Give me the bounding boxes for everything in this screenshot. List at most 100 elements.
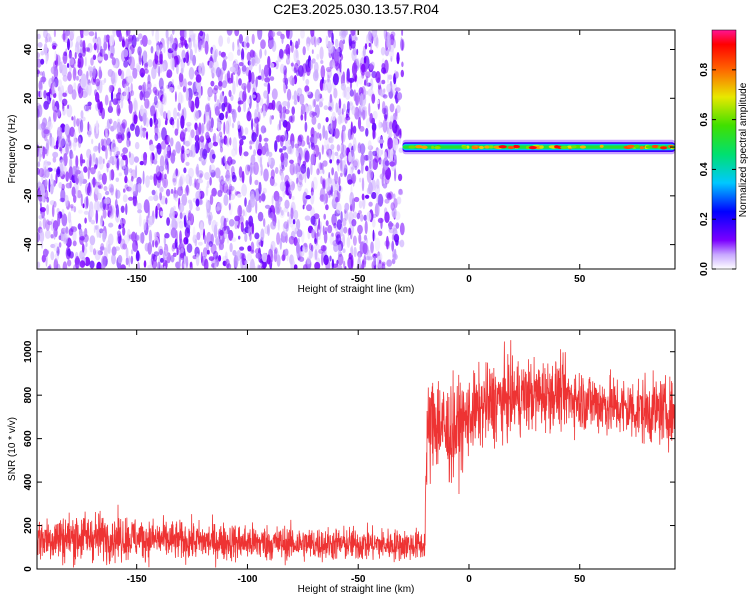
spectrogram-cell [39, 228, 43, 236]
spectrogram-cell [65, 171, 69, 182]
spectrogram-cell [254, 109, 257, 119]
spectrogram-cell [434, 146, 441, 150]
spectrogram-cell [148, 215, 155, 226]
spectrogram-cell [226, 36, 231, 44]
spectrogram-cell [136, 64, 141, 72]
spectrogram-cell [143, 260, 147, 268]
spectrogram-cell [309, 59, 314, 70]
spectrogram-cell [249, 174, 252, 185]
spectrogram-cell [254, 179, 259, 186]
spectrogram-cell [92, 248, 97, 256]
spectrogram-cell [384, 160, 390, 166]
spectrogram-cell [275, 60, 279, 70]
spectrogram-cell [249, 140, 253, 145]
spectrogram-cell [539, 145, 544, 149]
spectrogram-cell [45, 219, 50, 231]
spectrogram-cell [62, 261, 68, 269]
spectrogram-cell [116, 230, 121, 237]
spectrogram-cell [389, 148, 394, 161]
spectrogram-cell [283, 221, 289, 230]
spectrogram-cell [225, 120, 230, 135]
spectrogram-cell [343, 226, 348, 234]
spectrogram-cell [123, 164, 126, 170]
spectrogram-cell [297, 238, 300, 244]
spectrogram-cell [228, 203, 231, 211]
spectrogram-cell [187, 199, 193, 204]
spectrogram-cell [211, 72, 215, 79]
spectrogram-cell [297, 38, 301, 46]
spectrogram-cell [89, 104, 92, 111]
spectrogram-cell [185, 255, 189, 269]
spectrogram-cell [223, 194, 229, 206]
spectrogram-cell [295, 49, 299, 59]
spectrogram-cell [205, 111, 210, 123]
spectrogram-cell [295, 150, 299, 158]
spectrogram-cell [176, 247, 179, 256]
spectrogram-cell [237, 105, 242, 113]
spectrogram-cell [139, 232, 145, 244]
spectrogram-cell [342, 234, 345, 247]
spectrogram-panel: -150 -100 -50 0 50 -40 -20 0 20 40 Height of str… [7, 29, 676, 295]
spectrogram-cell [387, 137, 394, 150]
spectrogram-cell [571, 145, 577, 149]
spectrogram-cell [152, 253, 156, 260]
spectrogram-cell [293, 99, 298, 106]
spectrogram-cell [147, 264, 154, 269]
spectrogram-cell [111, 57, 116, 66]
spectrogram-cell [176, 112, 180, 117]
spectrogram-cell [122, 227, 126, 236]
spectrogram-cell [193, 109, 199, 121]
spectrogram-cell [62, 51, 68, 65]
spectrogram-cell [132, 191, 137, 196]
spectrogram-cell [369, 170, 374, 180]
spectrogram-cell [109, 34, 115, 48]
spectrogram-cell [52, 41, 57, 47]
spectrogram-cell [263, 137, 269, 142]
spectrogram-cell [362, 242, 368, 255]
spectrogram-cell [39, 71, 44, 76]
spectrogram-cell [270, 76, 275, 81]
spectrogram-cell [223, 230, 228, 239]
spectrogram-cell [296, 242, 300, 254]
spectrogram-cell [182, 86, 187, 93]
spectrogram-cell [58, 235, 62, 240]
spectrogram-cell [42, 117, 48, 128]
spectrogram-cell [285, 85, 288, 90]
spectrogram-cell [241, 170, 245, 184]
spectrogram-cell [169, 37, 176, 51]
spectrogram-cell [183, 255, 187, 269]
spectrogram-cell [195, 253, 200, 267]
spectrogram-cell [50, 243, 56, 249]
spectrogram-cell [305, 90, 312, 95]
spectrogram-cell [210, 169, 216, 178]
spectrogram-cell [221, 102, 226, 112]
spectrogram-cell [245, 164, 250, 176]
spectrogram-cell [396, 56, 400, 62]
spectrogram-cell [103, 186, 108, 191]
spectrogram-cell [195, 198, 200, 207]
spectrogram-cell [78, 55, 84, 68]
spectrogram-cell [343, 260, 346, 269]
spectrogram-cell [334, 151, 339, 156]
spectrogram-cell [76, 190, 82, 199]
spectrogram-cell [248, 69, 252, 83]
spectrogram-cell [266, 93, 270, 107]
colorbar-tick-label: 0.0 [699, 262, 710, 276]
spectrogram-cell [197, 137, 201, 151]
spectrogram-cell [164, 232, 170, 239]
spectrogram-cell [311, 49, 314, 54]
spectrogram-cell [43, 129, 50, 135]
spectrogram-cell [363, 56, 367, 64]
spectrogram-cell [639, 146, 645, 150]
spectrogram-cell [41, 240, 44, 249]
spectrogram-cell [218, 35, 224, 47]
spectrogram-cell [179, 176, 183, 188]
spectrogram-cell [66, 259, 72, 267]
spectrogram-cell [154, 127, 160, 134]
spectrogram-cell [325, 259, 331, 269]
spectrogram-cell [59, 197, 66, 203]
spectrogram-cell [68, 58, 75, 66]
spectrogram-cell [381, 67, 386, 74]
spectrogram-cell [334, 171, 338, 185]
spectrogram-cell [48, 79, 53, 85]
